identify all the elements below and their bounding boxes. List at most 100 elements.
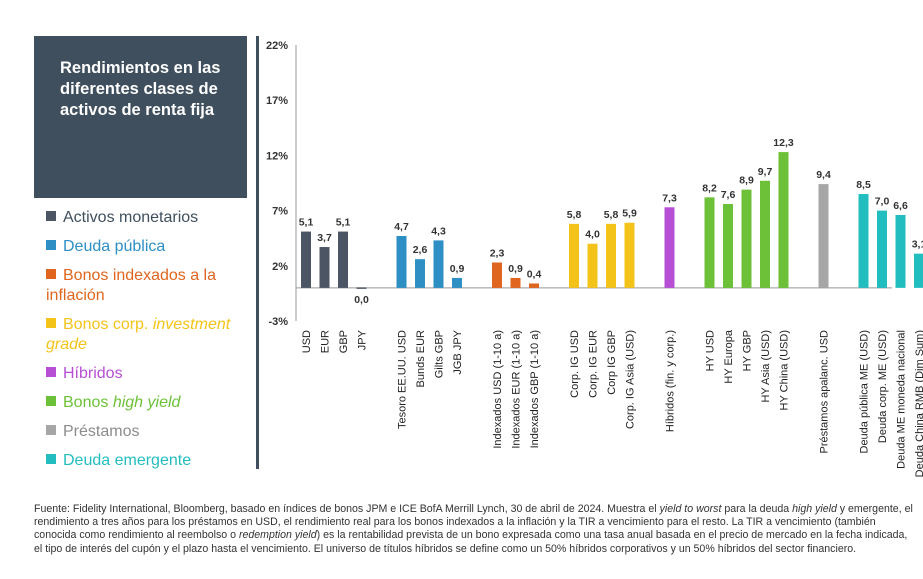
bar [510,277,521,288]
legend-label: Bonos indexados a la inflación [46,267,216,304]
bar [914,253,923,288]
data-label: 9,4 [816,169,831,181]
category-label: Híbridos (fin. y corp.) [665,330,677,432]
data-label: 9,7 [758,166,773,178]
legend-label: Bonos corp. [63,316,153,333]
bar [452,277,462,288]
legend-label: Préstamos [63,423,140,440]
category-label: Deuda ME moneda nacional [896,330,908,469]
data-label: 0,9 [450,263,465,275]
bar [433,240,444,288]
data-label: 2,3 [490,247,505,259]
data-label: 0,9 [508,263,523,275]
y-tick-label: 12% [266,150,288,162]
bar [818,184,829,288]
legend-item: Bonos corp. investment grade [46,315,256,355]
category-label: HY GBP [742,330,754,371]
legend-swatch [46,269,56,279]
bar-chart: -3% 2% 7% 12% 17% 22% 5,1 USD 3,7 EUR 5,1 GBP 0,0 JPY… [266,40,923,477]
data-label: 2,6 [413,244,428,256]
bar [723,203,733,288]
category-label: Indexados EUR (1-10 a) [511,330,523,449]
category-label: JGB JPY [452,329,464,374]
category-label: Bunds EUR [415,330,427,388]
data-label: 6,6 [893,200,908,212]
legend-label: Deuda emergente [63,452,192,469]
footnote-text: para la deuda [721,503,793,515]
category-label: Corp. IG EUR [588,330,600,398]
data-label: 4,0 [585,229,600,241]
data-label: 0,4 [527,268,542,280]
category-label: Indexados GBP (1-10 a) [529,330,541,448]
divider [256,36,259,469]
legend-swatch [46,454,56,464]
legend-item: Deuda emergente [46,451,256,471]
data-label: 8,9 [739,175,754,187]
legend-item: Híbridos [46,364,256,384]
data-label: 4,7 [394,221,409,233]
category-label: EUR [320,330,332,353]
bar [877,210,887,288]
legend-item: Bonos high yield [46,393,256,413]
data-label: 5,8 [567,209,582,221]
legend-swatch [46,396,56,406]
category-label: Gilts GBP [434,330,446,378]
category-label: USD [301,330,313,353]
footnote-text: redemption yield [238,529,317,542]
legend-swatch [46,240,56,250]
legend-swatch [46,425,56,435]
category-label: HY Asia (USD) [760,330,772,403]
y-tick-label: 22% [266,40,288,52]
data-label: 7,0 [875,196,890,208]
legend-label: Híbridos [63,365,123,382]
category-label: Deuda corp. ME (USD) [877,330,889,443]
data-label: 5,8 [604,209,619,221]
category-label: Deuda China RMB (Dim Sum) [914,330,923,477]
footnote-text: ) es la rentabilidad prevista de un bono… [34,529,908,555]
category-label: Tesoro EE.UU. USD [397,330,409,429]
bar [664,207,675,288]
chart-title: Rendimientos en las diferentes clases de… [60,59,221,119]
data-label: 8,2 [702,182,717,194]
data-label: 7,3 [662,192,677,204]
category-label: Corp IG GBP [606,330,618,395]
data-label: 8,5 [856,179,871,191]
data-label: 5,1 [336,217,351,229]
category-label: HY USD [705,330,717,371]
bar [529,283,539,288]
bar [895,215,906,288]
bar [569,223,579,288]
bar [415,259,425,288]
footnote: Fuente: Fidelity International, Bloomber… [34,503,914,556]
category-label: Corp. IG Asia (USD) [625,330,637,429]
bar [338,231,348,288]
y-tick-label: 2% [272,261,288,273]
bar [587,243,598,288]
data-label: 4,3 [431,225,446,237]
bar [319,247,330,288]
bar [624,222,635,288]
bar [301,231,311,288]
data-label: 7,6 [721,189,736,201]
legend-swatch [46,318,56,328]
bar [704,197,715,288]
data-label: 5,1 [299,217,314,229]
bar [356,287,367,289]
category-label: Corp. IG USD [569,330,581,398]
y-tick-label: -3% [268,316,288,328]
data-label: 12,3 [773,137,794,149]
footnote-text: yield to worst [659,503,722,515]
legend-item: Bonos indexados a la inflación [46,266,256,306]
bar [606,223,616,288]
data-label: 3,7 [317,232,332,244]
category-label: Indexados USD (1-10 a) [492,330,504,449]
footnote-text: Fuente: Fidelity International, Bloomber… [34,503,660,515]
y-tick-label: 7% [272,206,288,218]
data-label: 3,1 [912,239,923,251]
legend-label: high yield [112,394,181,411]
legend-item: Préstamos [46,422,256,442]
category-label: Préstamos apalanc. USD [819,330,831,454]
category-label: GBP [338,330,350,353]
chart-title-box: Rendimientos en las diferentes clases de… [34,36,247,198]
bar [396,235,407,288]
